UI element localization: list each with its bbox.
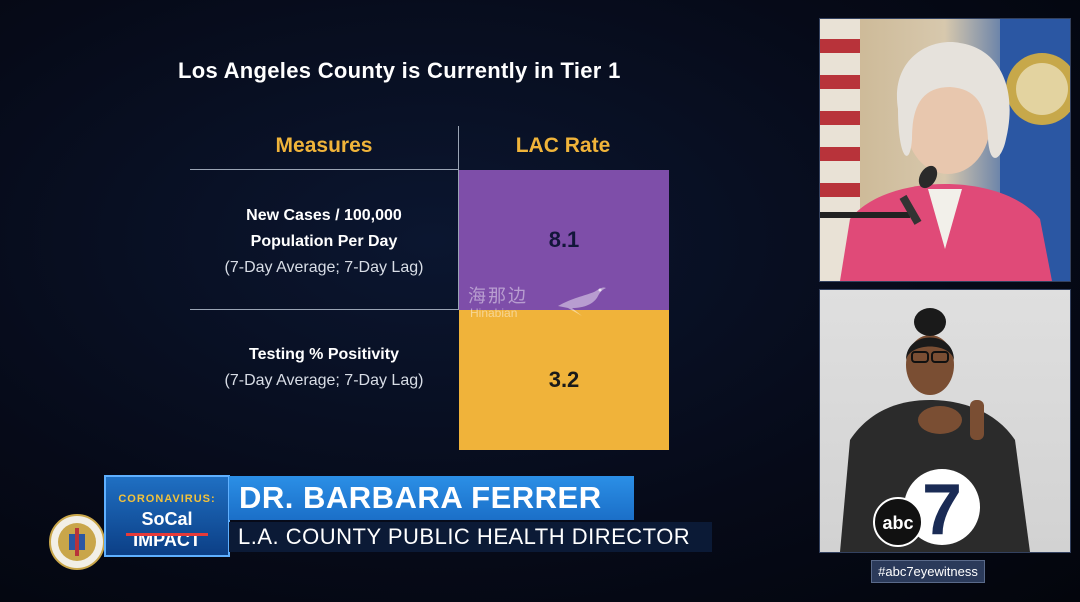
- watermark-chinese: 海那边: [468, 286, 528, 306]
- table-row-divider: [190, 309, 458, 310]
- badge-underline: [126, 533, 208, 536]
- table-header-lac-rate: LAC Rate: [515, 134, 611, 157]
- measure-note: (7-Day Average; 7-Day Lag): [224, 259, 424, 276]
- county-seal-icon: [49, 514, 105, 570]
- coronavirus-socal-impact-badge: CORONAVIRUS: SoCal IMPACT: [104, 475, 230, 557]
- hashtag-badge: #abc7eyewitness: [871, 560, 985, 583]
- abc7-logo: 7 abc: [873, 469, 980, 550]
- table-column-divider: [458, 126, 459, 310]
- rate-cell-new-cases: 8.1: [459, 170, 669, 310]
- slide-title: Los Angeles County is Currently in Tier …: [178, 58, 621, 83]
- measure-label-line2: Population Per Day: [250, 233, 398, 250]
- badge-top-label: CORONAVIRUS:: [118, 493, 216, 505]
- badge-main-label: SoCal IMPACT: [133, 509, 201, 550]
- measure-label-line1: New Cases / 100,000: [246, 207, 402, 224]
- measure-testing-positivity: Testing % Positivity (7-Day Average; 7-D…: [190, 342, 458, 394]
- rate-cell-testing-positivity: 3.2: [459, 310, 669, 450]
- watermark-latin: Hinabian: [470, 306, 518, 320]
- logo-text: abc: [882, 513, 913, 533]
- watermark: 海那边 Hinabian: [468, 282, 618, 322]
- logo-number: 7: [922, 470, 962, 550]
- measure-label-line1: Testing % Positivity: [249, 346, 399, 363]
- measure-new-cases: New Cases / 100,000 Population Per Day (…: [190, 203, 458, 281]
- table-header-measures: Measures: [275, 134, 373, 157]
- speaker-name-bar: DR. BARBARA FERRER: [229, 476, 634, 520]
- measure-note: (7-Day Average; 7-Day Lag): [224, 372, 424, 389]
- speaker-video-feed: [819, 18, 1071, 282]
- table-header-divider: [190, 169, 458, 170]
- speaker-title-bar: L.A. COUNTY PUBLIC HEALTH DIRECTOR: [229, 522, 712, 552]
- bird-icon: [558, 287, 606, 316]
- speaker-illustration: [820, 19, 1070, 281]
